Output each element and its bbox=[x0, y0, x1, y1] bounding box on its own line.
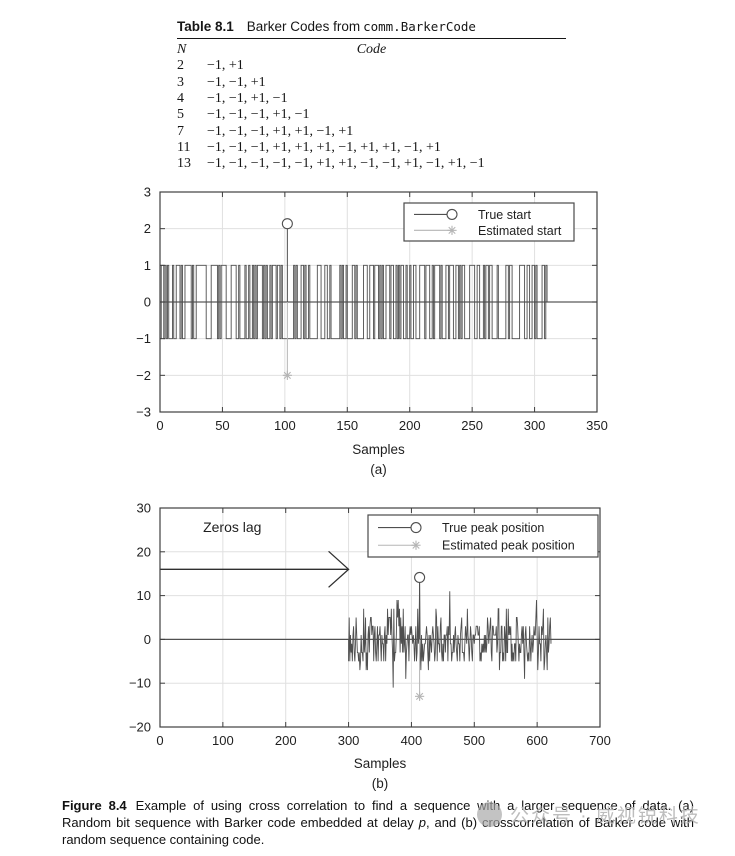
x-tick-label: 400 bbox=[401, 733, 423, 748]
barker-n: 11 bbox=[177, 140, 191, 156]
x-tick-label: 700 bbox=[589, 733, 611, 748]
chart-b-crosscorrelation: Zeros lag 0 100 200 300 400 500 600 700 −20 −10 0 10… bbox=[129, 501, 611, 792]
x-tick-label: 250 bbox=[461, 418, 483, 433]
markers bbox=[281, 218, 293, 380]
y-tick-label: 0 bbox=[144, 295, 151, 310]
table-row: 2 −1, +1 bbox=[177, 58, 566, 74]
tick-labels: 0 50 100 150 200 250 300 350 −3 −2 −1 0 1 2 3 bbox=[136, 185, 608, 433]
x-tick-label: 0 bbox=[156, 418, 163, 433]
y-tick-label: −3 bbox=[136, 405, 151, 420]
circle-marker bbox=[414, 571, 426, 584]
x-tick-label: 300 bbox=[524, 418, 546, 433]
y-tick-label: −20 bbox=[129, 720, 151, 735]
barker-code: −1, −1, +1 bbox=[207, 74, 266, 90]
figure-caption-text-1: Example of using cross correlation to fi… bbox=[62, 798, 694, 830]
barker-code: −1, −1, −1, +1, +1, −1, +1 bbox=[207, 123, 354, 139]
y-tick-label: 0 bbox=[144, 632, 151, 647]
tick-marks bbox=[159, 191, 598, 413]
x-tick-label: 150 bbox=[336, 418, 358, 433]
x-tick-label: 300 bbox=[338, 733, 360, 748]
table-row: 7 −1, −1, −1, +1, +1, −1, +1 bbox=[177, 124, 566, 140]
arrowhead-icon bbox=[328, 550, 350, 588]
subfigure-label: (b) bbox=[372, 776, 389, 791]
x-tick-label: 600 bbox=[526, 733, 548, 748]
table-row: 4 −1, −1, +1, −1 bbox=[177, 91, 566, 107]
figure-caption-italic-p: p bbox=[418, 815, 426, 830]
x-tick-label: 50 bbox=[215, 418, 229, 433]
y-tick-label: −10 bbox=[129, 676, 151, 691]
table-heading: Table 8.1 Barker Codes from comm.BarkerCod… bbox=[177, 19, 566, 39]
asterisk-marker bbox=[447, 225, 457, 235]
asterisk-marker bbox=[411, 540, 421, 550]
table-title-text: Barker Codes from bbox=[246, 19, 361, 34]
bit-sequence-line bbox=[160, 264, 548, 340]
legend-label: Estimated peak position bbox=[442, 539, 575, 553]
legend: True peak position Estimated peak positio… bbox=[367, 514, 599, 558]
legend-label: True start bbox=[478, 208, 532, 222]
chart-a-random-bit-sequence: 0 50 100 150 200 250 300 350 −3 −2 −1 0 1 2 3 Samples (a… bbox=[136, 185, 608, 477]
barker-code: −1, +1 bbox=[207, 58, 244, 74]
table-row: 3 −1, −1, +1 bbox=[177, 75, 566, 91]
column-header-n: N bbox=[177, 42, 187, 57]
y-tick-label: −1 bbox=[136, 331, 151, 346]
y-tick-label: 2 bbox=[144, 221, 151, 236]
legend-box bbox=[367, 514, 599, 558]
barker-code: −1, −1, −1, −1, −1, +1, +1, −1, −1, +1, … bbox=[207, 156, 485, 172]
barker-n: 13 bbox=[177, 156, 191, 172]
circle-marker bbox=[281, 218, 293, 230]
tick-labels: 0 100 200 300 400 500 600 700 −20 −10 0 10 20 30 bbox=[129, 501, 611, 749]
y-tick-label: 20 bbox=[137, 544, 151, 559]
y-tick-label: 3 bbox=[144, 185, 151, 200]
y-tick-label: 1 bbox=[144, 258, 151, 273]
tick-marks bbox=[159, 507, 601, 728]
x-tick-label: 100 bbox=[212, 733, 234, 748]
circle-marker bbox=[446, 208, 458, 220]
asterisk-marker bbox=[415, 691, 425, 701]
column-header-code: Code bbox=[356, 42, 387, 57]
table-row: 11 −1, −1, −1, +1, +1, +1, −1, +1, +1, −1… bbox=[177, 140, 566, 156]
barker-code: −1, −1, −1, +1, +1, +1, −1, +1, +1, −1, … bbox=[207, 140, 441, 156]
plot-border bbox=[159, 507, 601, 728]
x-axis-label: Samples bbox=[352, 442, 405, 457]
asterisk-marker bbox=[282, 370, 292, 380]
barker-n: 4 bbox=[177, 91, 184, 107]
barker-n: 7 bbox=[177, 123, 184, 139]
markers bbox=[414, 571, 426, 701]
table-body: 2 −1, +1 3 −1, −1, +1 4 −1, −1, +1, −1 5 −1, −1… bbox=[177, 58, 566, 172]
subfigure-label: (a) bbox=[370, 462, 387, 477]
barker-code: −1, −1, −1, +1, −1 bbox=[207, 107, 310, 123]
x-tick-label: 500 bbox=[463, 733, 485, 748]
table-row: 13 −1, −1, −1, −1, −1, +1, +1, −1, −1, +1… bbox=[177, 156, 566, 172]
legend-label: Estimated start bbox=[478, 224, 562, 238]
table-row: 5 −1, −1, −1, +1, −1 bbox=[177, 107, 566, 123]
x-axis-label: Samples bbox=[354, 756, 407, 771]
legend-label: True peak position bbox=[442, 521, 544, 535]
legend: True start Estimated start bbox=[403, 202, 575, 242]
y-tick-label: 30 bbox=[137, 501, 151, 516]
x-tick-label: 200 bbox=[399, 418, 421, 433]
table-title-code: comm.BarkerCode bbox=[363, 19, 476, 34]
table-column-headers: N Code bbox=[177, 42, 566, 58]
barker-n: 5 bbox=[177, 107, 184, 123]
barker-code: −1, −1, +1, −1 bbox=[207, 91, 288, 107]
x-tick-label: 200 bbox=[275, 733, 297, 748]
x-tick-label: 100 bbox=[274, 418, 296, 433]
circle-marker bbox=[410, 522, 422, 534]
table-number: Table 8.1 bbox=[177, 19, 234, 34]
zeros-lag-annotation: Zeros lag bbox=[160, 519, 350, 588]
legend-box bbox=[403, 202, 575, 242]
y-tick-label: 10 bbox=[137, 588, 151, 603]
x-tick-label: 0 bbox=[156, 733, 163, 748]
y-tick-label: −2 bbox=[136, 368, 151, 383]
zeros-lag-label: Zeros lag bbox=[203, 519, 261, 535]
x-tick-label: 350 bbox=[586, 418, 608, 433]
figure-caption-label: Figure 8.4 bbox=[62, 798, 127, 813]
crosscorrelation-line bbox=[160, 582, 600, 688]
barker-n: 2 bbox=[177, 58, 184, 74]
figure-caption: Figure 8.4 Example of using cross correla… bbox=[62, 797, 694, 848]
barker-codes-table: Table 8.1 Barker Codes from comm.BarkerCod… bbox=[177, 19, 566, 173]
barker-n: 3 bbox=[177, 74, 184, 90]
